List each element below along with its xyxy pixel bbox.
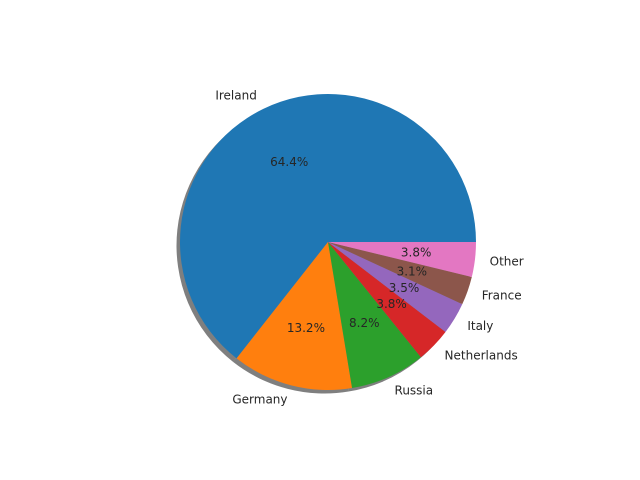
- wedge-italy: [328, 242, 463, 332]
- wedge-netherlands: [328, 242, 446, 358]
- pct-label-italy: 3.5%: [389, 281, 420, 295]
- pct-label-other: 3.8%: [401, 246, 432, 260]
- category-label-italy: Italy: [467, 319, 493, 333]
- pie-wedges: [180, 94, 477, 390]
- pie-percent-labels: 64.4% 13.2% 8.2% 3.8% 3.5% 3.1% 3.8%: [270, 155, 431, 335]
- pct-label-russia: 8.2%: [349, 316, 380, 330]
- category-label-netherlands: Netherlands: [445, 349, 518, 363]
- category-label-other: Other: [490, 254, 524, 268]
- category-label-france: France: [482, 289, 522, 303]
- pct-label-france: 3.1%: [397, 264, 428, 278]
- category-label-ireland: Ireland: [215, 89, 257, 103]
- wedge-france: [328, 242, 472, 305]
- pct-label-germany: 13.2%: [287, 321, 325, 335]
- pct-label-ireland: 64.4%: [270, 155, 308, 169]
- pct-label-netherlands: 3.8%: [376, 297, 407, 311]
- wedge-other: [328, 242, 476, 278]
- wedge-ireland: [180, 94, 477, 359]
- pie-category-labels: Ireland Germany Russia Netherlands Italy Fran…: [215, 89, 523, 407]
- wedge-germany: [236, 242, 353, 390]
- category-label-russia: Russia: [395, 384, 434, 398]
- category-label-germany: Germany: [232, 393, 287, 407]
- wedge-russia: [328, 242, 421, 389]
